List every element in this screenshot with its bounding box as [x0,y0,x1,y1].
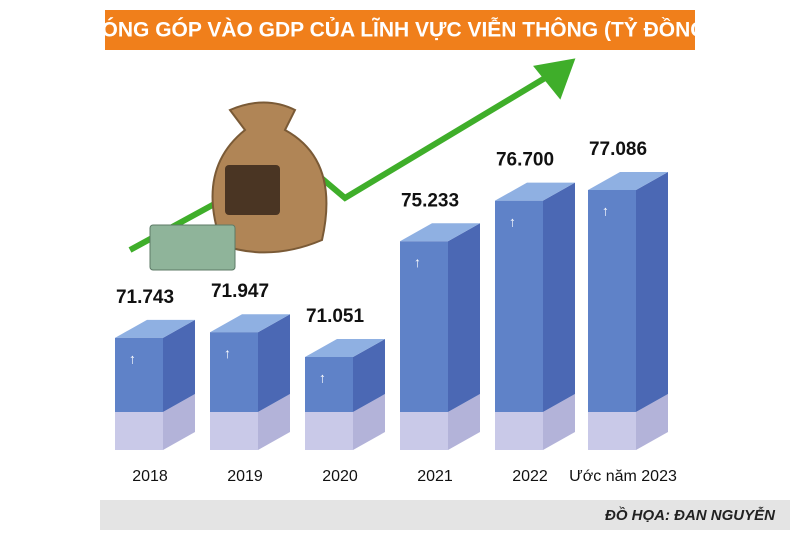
value-label: 77.086 [589,139,647,160]
bar-reflection [495,412,543,450]
bar [495,200,543,412]
bar-reflection [210,412,258,450]
value-label: 71.743 [116,287,174,308]
chart-title: ĐÓNG GÓP VÀO GDP CỦA LĨNH VỰC VIỄN THÔNG… [86,18,713,42]
bar [588,190,636,412]
bar-side [258,314,290,412]
bar [305,357,353,412]
x-tick-label: 2021 [417,468,453,485]
bar-reflection [305,412,353,450]
x-tick-label: 2019 [227,468,263,485]
value-label: 76.700 [496,150,554,171]
credit: ĐỒ HỌA: ĐAN NGUYỄN [605,506,776,524]
bar-icon: ↑ [509,213,516,229]
bar-side [353,339,385,412]
x-tick-label: 2020 [322,468,358,485]
bar-side [543,182,575,412]
x-tick-label: 2022 [512,468,548,485]
bar-reflection-side [448,394,480,450]
bar-top [115,319,195,338]
bar-side [448,223,480,412]
bar-reflection [400,412,448,450]
bar-icon: ↑ [224,345,231,361]
bar-icon: ↑ [414,254,421,270]
bar [400,241,448,412]
bar-top [305,339,385,357]
bar-reflection-side [163,394,195,450]
bar-reflection-side [258,394,290,450]
bar-side [636,172,668,412]
bar-reflection-side [353,394,385,450]
bar [115,337,163,412]
bar [210,332,258,412]
credit-band [100,500,790,530]
money-bag [149,101,328,271]
value-label: 75.233 [401,190,459,211]
bar-reflection [588,412,636,450]
bar-top [400,223,480,242]
bar-reflection-side [543,394,575,450]
bar-side [163,319,195,412]
trend-arrow-head [533,58,576,100]
bar-top [210,314,290,333]
bar-reflection-side [636,394,668,450]
bar-icon: ↑ [602,203,609,219]
bar-top [495,182,575,201]
bar-icon: ↑ [319,370,326,386]
bar-reflection [115,412,163,450]
value-label: 71.947 [211,281,269,302]
title-banner [105,10,695,50]
bar-top [588,172,668,190]
x-tick-label: 2018 [132,468,168,485]
value-label: 71.051 [306,306,365,327]
x-tick-label: Ước năm 2023 [569,468,677,485]
bar-icon: ↑ [129,351,136,367]
